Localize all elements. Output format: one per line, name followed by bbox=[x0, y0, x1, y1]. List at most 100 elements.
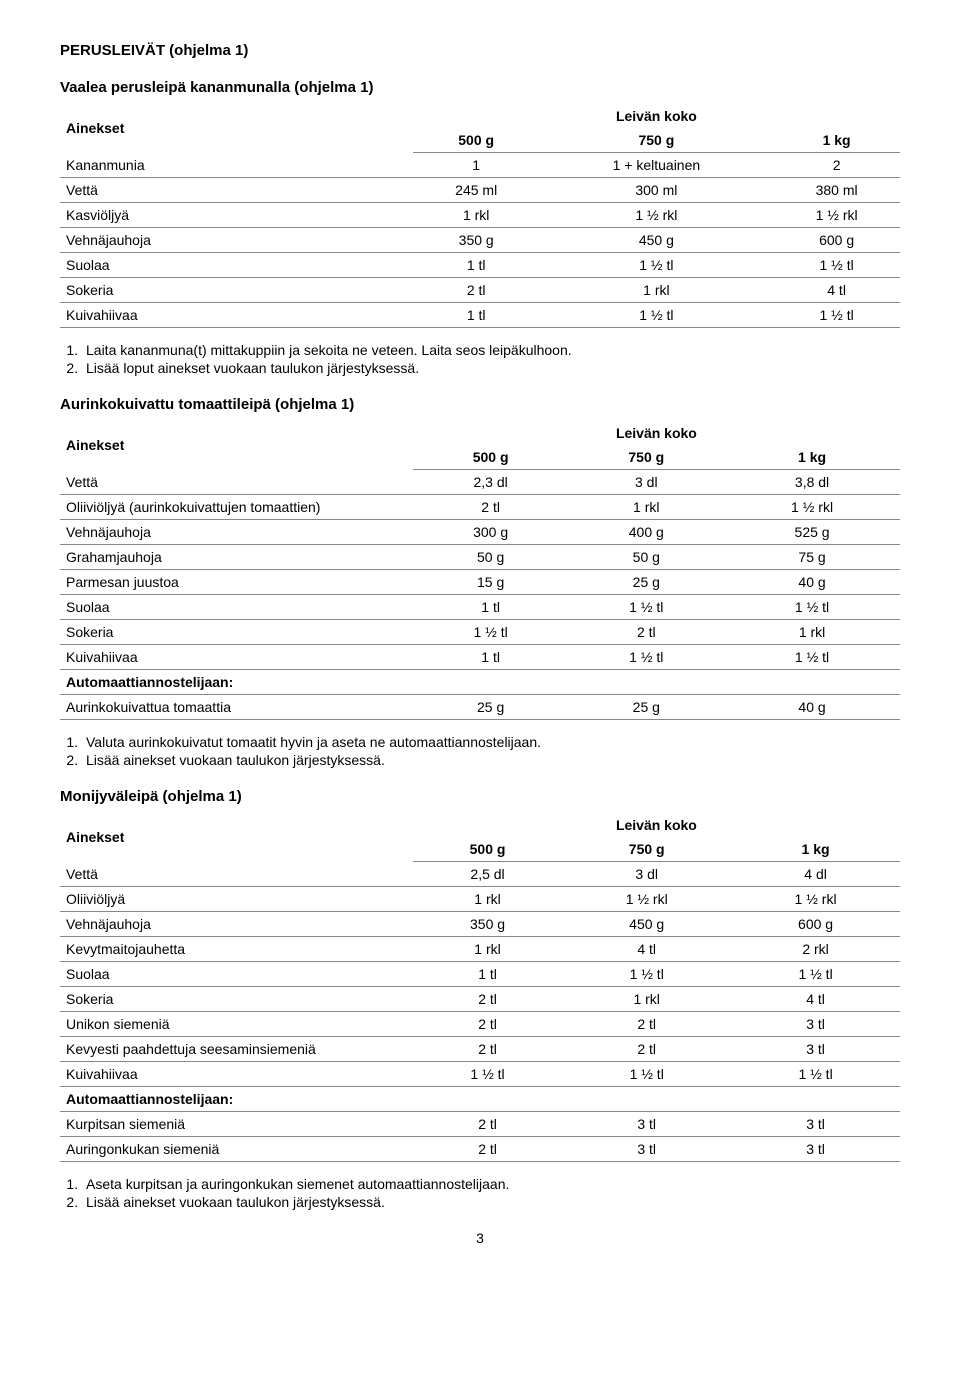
ingredient-amount: 350 g bbox=[413, 228, 540, 253]
ingredient-amount: 1 rkl bbox=[540, 278, 774, 303]
ingredient-name: Kevytmaitojauhetta bbox=[60, 937, 413, 962]
table-header-koko: Leivän koko bbox=[413, 104, 900, 128]
table-header-ainekset: Ainekset bbox=[60, 421, 413, 470]
table-row: Kananmunia11 + keltuainen2 bbox=[60, 153, 900, 178]
ingredient-amount: 2 tl bbox=[413, 1112, 562, 1137]
ingredient-amount: 1 + keltuainen bbox=[540, 153, 774, 178]
ingredient-amount: 1 tl bbox=[413, 962, 562, 987]
table-row: Suolaa1 tl1 ½ tl1 ½ tl bbox=[60, 595, 900, 620]
ingredient-amount: 75 g bbox=[724, 545, 900, 570]
ingredient-amount: 2,5 dl bbox=[413, 862, 562, 887]
table-row: Suolaa1 tl1 ½ tl1 ½ tl bbox=[60, 962, 900, 987]
ingredient-amount: 2 tl bbox=[413, 1012, 562, 1037]
ingredient-name: Kuivahiivaa bbox=[60, 303, 413, 328]
ingredient-amount: 380 ml bbox=[773, 178, 900, 203]
ingredient-amount: 4 tl bbox=[562, 937, 731, 962]
size-500: 500 g bbox=[413, 837, 562, 862]
recipe-2-table: Ainekset Leivän koko 500 g 750 g 1 kg Ve… bbox=[60, 421, 900, 720]
ingredient-amount: 25 g bbox=[568, 570, 724, 595]
table-row: Kuivahiivaa1 tl1 ½ tl1 ½ tl bbox=[60, 303, 900, 328]
ingredient-amount: 350 g bbox=[413, 912, 562, 937]
ingredient-amount: 450 g bbox=[562, 912, 731, 937]
ingredient-amount: 50 g bbox=[568, 545, 724, 570]
table-row: Vettä2,3 dl3 dl3,8 dl bbox=[60, 470, 900, 495]
ingredient-amount: 3,8 dl bbox=[724, 470, 900, 495]
ingredient-amount: 1 ½ rkl bbox=[724, 495, 900, 520]
ingredient-name: Kuivahiivaa bbox=[60, 645, 413, 670]
ingredient-amount: 2,3 dl bbox=[413, 470, 569, 495]
table-row: Auringonkukan siemeniä2 tl3 tl3 tl bbox=[60, 1137, 900, 1162]
table-row: Unikon siemeniä2 tl2 tl3 tl bbox=[60, 1012, 900, 1037]
ingredient-name: Oliiviöljyä bbox=[60, 887, 413, 912]
ingredient-amount: 2 bbox=[773, 153, 900, 178]
table-row: Kasviöljyä1 rkl1 ½ rkl1 ½ rkl bbox=[60, 203, 900, 228]
table-row: Kevyesti paahdettuja seesaminsiemeniä2 t… bbox=[60, 1037, 900, 1062]
ingredient-name: Vehnäjauhoja bbox=[60, 520, 413, 545]
table-header-koko: Leivän koko bbox=[413, 813, 900, 837]
recipe-3-title: Monijyväleipä (ohjelma 1) bbox=[60, 788, 900, 805]
ingredient-name: Suolaa bbox=[60, 595, 413, 620]
ingredient-amount: 1 ½ tl bbox=[724, 645, 900, 670]
table-row: Suolaa1 tl1 ½ tl1 ½ tl bbox=[60, 253, 900, 278]
automaatti-label: Automaattiannostelijaan: bbox=[60, 670, 900, 695]
ingredient-name: Kuivahiivaa bbox=[60, 1062, 413, 1087]
ingredient-name: Auringonkukan siemeniä bbox=[60, 1137, 413, 1162]
ingredient-amount: 1 rkl bbox=[413, 937, 562, 962]
recipe-2-steps: Valuta aurinkokuivatut tomaatit hyvin ja… bbox=[82, 734, 900, 768]
recipe-2-body: Vettä2,3 dl3 dl3,8 dlOliiviöljyä (aurink… bbox=[60, 470, 900, 670]
ingredient-amount: 1 ½ tl bbox=[413, 620, 569, 645]
step-item: Valuta aurinkokuivatut tomaatit hyvin ja… bbox=[82, 734, 900, 750]
ingredient-name: Suolaa bbox=[60, 962, 413, 987]
recipe-2-title: Aurinkokuivattu tomaattileipä (ohjelma 1… bbox=[60, 396, 900, 413]
ingredient-amount: 2 tl bbox=[568, 620, 724, 645]
step-item: Aseta kurpitsan ja auringonkukan siemene… bbox=[82, 1176, 900, 1192]
size-750: 750 g bbox=[568, 445, 724, 470]
ingredient-amount: 1 ½ rkl bbox=[731, 887, 900, 912]
size-500: 500 g bbox=[413, 128, 540, 153]
table-row: Sokeria1 ½ tl2 tl1 rkl bbox=[60, 620, 900, 645]
size-1kg: 1 kg bbox=[773, 128, 900, 153]
ingredient-amount: 1 tl bbox=[413, 645, 569, 670]
size-500: 500 g bbox=[413, 445, 569, 470]
size-1kg: 1 kg bbox=[724, 445, 900, 470]
ingredient-name: Vettä bbox=[60, 178, 413, 203]
ingredient-amount: 1 ½ tl bbox=[562, 1062, 731, 1087]
ingredient-amount: 1 ½ tl bbox=[724, 595, 900, 620]
recipe-2-extra: Aurinkokuivattua tomaattia25 g25 g40 g bbox=[60, 695, 900, 720]
ingredient-name: Vehnäjauhoja bbox=[60, 912, 413, 937]
table-header-ainekset: Ainekset bbox=[60, 104, 413, 153]
table-header-ainekset: Ainekset bbox=[60, 813, 413, 862]
table-row: Oliiviöljyä1 rkl1 ½ rkl1 ½ rkl bbox=[60, 887, 900, 912]
automaatti-label: Automaattiannostelijaan: bbox=[60, 1087, 900, 1112]
ingredient-name: Grahamjauhoja bbox=[60, 545, 413, 570]
ingredient-amount: 1 ½ tl bbox=[568, 645, 724, 670]
table-row: Grahamjauhoja50 g50 g75 g bbox=[60, 545, 900, 570]
ingredient-amount: 2 tl bbox=[562, 1012, 731, 1037]
ingredient-amount: 1 rkl bbox=[724, 620, 900, 645]
table-row: Kevytmaitojauhetta1 rkl4 tl2 rkl bbox=[60, 937, 900, 962]
table-row: Vehnäjauhoja300 g400 g525 g bbox=[60, 520, 900, 545]
recipe-1-body: Kananmunia11 + keltuainen2Vettä245 ml300… bbox=[60, 153, 900, 328]
ingredient-name: Parmesan juustoa bbox=[60, 570, 413, 595]
ingredient-name: Kurpitsan siemeniä bbox=[60, 1112, 413, 1137]
ingredient-amount: 3 tl bbox=[731, 1137, 900, 1162]
table-row: Vehnäjauhoja350 g450 g600 g bbox=[60, 228, 900, 253]
ingredient-amount: 40 g bbox=[724, 570, 900, 595]
ingredient-amount: 2 tl bbox=[413, 495, 569, 520]
ingredient-amount: 1 ½ tl bbox=[731, 1062, 900, 1087]
ingredient-amount: 1 ½ tl bbox=[568, 595, 724, 620]
ingredient-amount: 15 g bbox=[413, 570, 569, 595]
table-row: Sokeria2 tl1 rkl4 tl bbox=[60, 987, 900, 1012]
recipe-1-steps: Laita kananmuna(t) mittakuppiin ja sekoi… bbox=[82, 342, 900, 376]
ingredient-amount: 1 rkl bbox=[562, 987, 731, 1012]
ingredient-amount: 400 g bbox=[568, 520, 724, 545]
recipe-3-extra: Kurpitsan siemeniä2 tl3 tl3 tlAuringonku… bbox=[60, 1112, 900, 1162]
table-row: Oliiviöljyä (aurinkokuivattujen tomaatti… bbox=[60, 495, 900, 520]
table-row: Kuivahiivaa1 ½ tl1 ½ tl1 ½ tl bbox=[60, 1062, 900, 1087]
ingredient-name: Suolaa bbox=[60, 253, 413, 278]
size-750: 750 g bbox=[540, 128, 774, 153]
ingredient-amount: 3 tl bbox=[562, 1137, 731, 1162]
ingredient-name: Sokeria bbox=[60, 278, 413, 303]
ingredient-amount: 1 ½ tl bbox=[731, 962, 900, 987]
ingredient-name: Sokeria bbox=[60, 987, 413, 1012]
